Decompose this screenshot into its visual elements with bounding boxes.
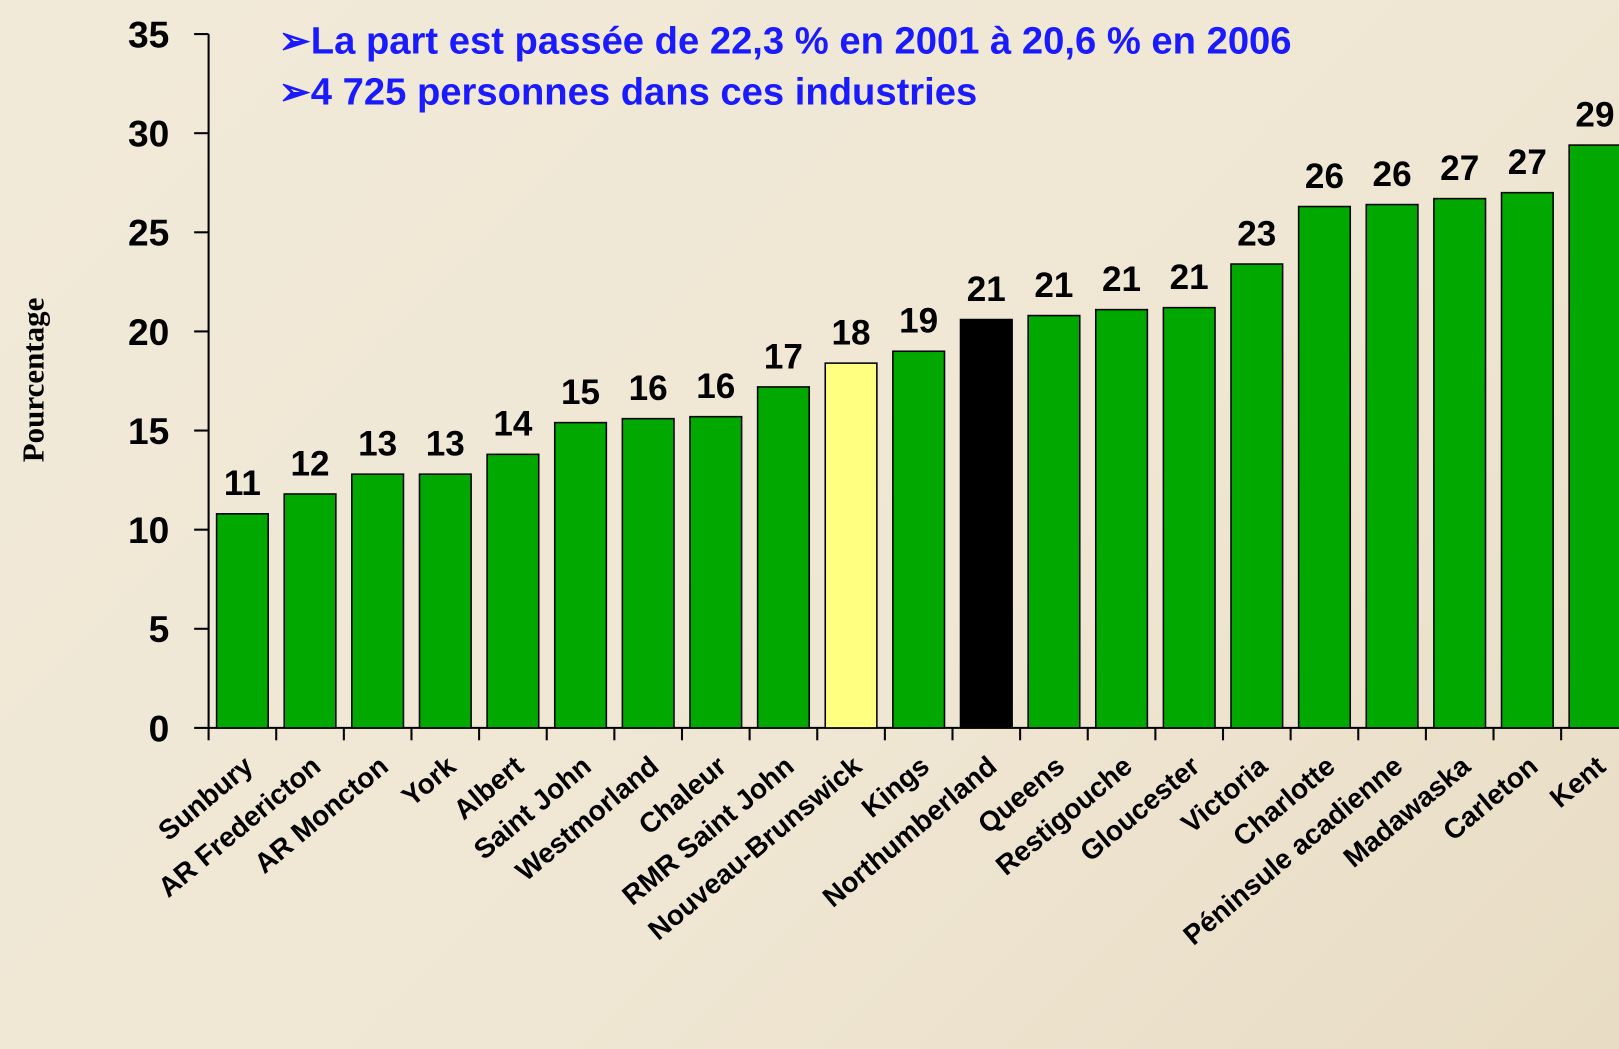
value-label: 27 <box>1440 149 1479 188</box>
value-label: 21 <box>1170 258 1209 297</box>
value-label: 18 <box>832 314 871 353</box>
value-label: 17 <box>764 337 803 376</box>
y-tick-label: 25 <box>128 212 169 254</box>
value-label: 21 <box>1102 260 1141 299</box>
value-label: 16 <box>629 369 668 408</box>
value-label: 14 <box>493 405 533 444</box>
value-label: 19 <box>899 302 938 341</box>
bar <box>1297 205 1352 729</box>
y-tick-label: 15 <box>128 410 169 452</box>
value-label: 21 <box>1034 266 1073 305</box>
y-tick-label: 30 <box>128 113 169 155</box>
bar <box>486 453 540 729</box>
bar <box>1230 263 1284 729</box>
value-label: 11 <box>224 464 261 503</box>
y-tick-label: 20 <box>128 311 169 353</box>
bar <box>1027 314 1081 729</box>
bar <box>1365 203 1419 729</box>
value-label: 16 <box>696 367 735 406</box>
bar <box>824 362 878 729</box>
value-label: 21 <box>967 270 1006 309</box>
bar <box>689 415 743 729</box>
y-tick-label: 35 <box>128 13 169 55</box>
y-tick-label: 5 <box>149 608 170 650</box>
bar <box>1500 191 1554 729</box>
value-label: 27 <box>1508 143 1547 182</box>
bar <box>351 473 405 729</box>
x-tick-label: Kent <box>1544 750 1611 814</box>
y-tick-label: 10 <box>128 509 169 551</box>
bar <box>418 473 472 729</box>
bar <box>1568 144 1619 729</box>
value-label: 15 <box>561 373 600 412</box>
value-label: 12 <box>291 444 330 483</box>
value-label: 23 <box>1237 214 1276 253</box>
value-label: 29 <box>1575 95 1614 134</box>
bar <box>959 318 1013 729</box>
annotation: ➢4 725 personnes dans ces industries <box>279 70 977 113</box>
value-label: 26 <box>1373 155 1412 194</box>
value-label: 13 <box>358 425 397 464</box>
y-tick-label: 0 <box>149 707 170 749</box>
bar <box>892 350 946 729</box>
bar <box>621 417 675 729</box>
bar <box>553 421 608 729</box>
bar <box>283 493 337 729</box>
bar <box>1162 306 1216 729</box>
y-axis-label: Pourcentage <box>15 298 50 463</box>
bar <box>1094 308 1149 729</box>
bar <box>215 513 269 729</box>
value-label: 26 <box>1305 157 1344 196</box>
bar <box>756 386 811 729</box>
annotation: ➢La part est passée de 22,3 % en 2001 à … <box>279 20 1292 63</box>
value-label: 13 <box>426 425 465 464</box>
bar <box>1433 197 1487 729</box>
